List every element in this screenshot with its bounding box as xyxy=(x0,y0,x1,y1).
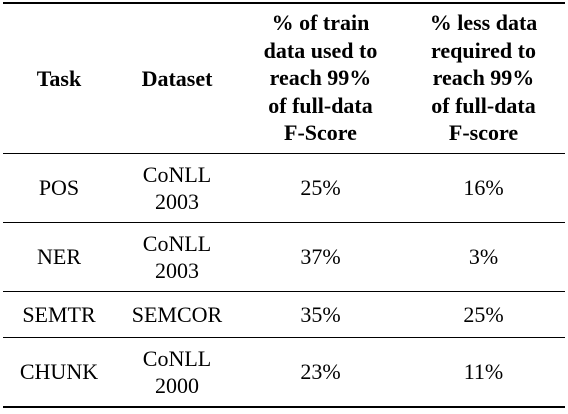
cell-dataset: SEMCOR xyxy=(115,291,239,337)
table-row: SEMTR SEMCOR 35% 25% xyxy=(3,291,565,337)
header-less-pct-line: F-score xyxy=(448,120,519,145)
header-train-pct-line: reach 99% xyxy=(269,65,372,90)
cell-less-pct: 11% xyxy=(463,359,504,384)
table-row: CHUNK CoNLL 2000 23% 11% xyxy=(3,337,565,407)
results-table-container: Task Dataset % of train data used to rea… xyxy=(3,2,565,408)
cell-dataset: CoNLL 2003 xyxy=(115,153,239,222)
header-less-pct-line: reach 99% xyxy=(432,65,535,90)
header-less-pct: % less data required to reach 99% of ful… xyxy=(402,3,565,153)
cell-train-pct: 25% xyxy=(300,175,341,200)
cell-dataset-line: CoNLL xyxy=(142,230,212,256)
cell-dataset: CoNLL 2000 xyxy=(115,337,239,407)
header-dataset: Dataset xyxy=(141,65,213,91)
cell-task: POS xyxy=(38,175,80,200)
cell-dataset-line: 2003 xyxy=(155,257,199,283)
header-row: Task Dataset % of train data used to rea… xyxy=(3,3,565,153)
cell-task: NER xyxy=(37,244,81,269)
table-row: NER CoNLL 2003 37% 3% xyxy=(3,222,565,291)
cell-dataset-line: 2003 xyxy=(155,188,199,214)
cell-less-pct: 16% xyxy=(463,175,504,200)
cell-dataset: CoNLL 2003 xyxy=(115,222,239,291)
table-row: POS CoNLL 2003 25% 16% xyxy=(3,153,565,222)
cell-train-pct: 37% xyxy=(300,244,341,269)
cell-task: SEMTR xyxy=(22,301,96,327)
cell-task: CHUNK xyxy=(19,359,99,384)
header-less-pct-line: % less data xyxy=(429,10,538,35)
cell-less-pct: 25% xyxy=(463,301,504,327)
header-train-pct-line: of full-data xyxy=(268,92,373,118)
header-train-pct-line: F-Score xyxy=(284,120,357,145)
header-train-pct-line: % of train xyxy=(271,10,370,35)
header-train-pct-line: data used to xyxy=(263,37,378,63)
results-table: Task Dataset % of train data used to rea… xyxy=(3,2,565,408)
header-less-pct-line: of full-data xyxy=(431,92,536,118)
table-header: Task Dataset % of train data used to rea… xyxy=(3,3,565,153)
cell-dataset-line: CoNLL xyxy=(142,161,212,187)
cell-train-pct: 35% xyxy=(300,301,341,327)
cell-dataset-line: SEMCOR xyxy=(131,301,223,327)
header-task: Task xyxy=(36,65,82,91)
header-less-pct-line: required to xyxy=(431,37,536,63)
header-train-pct: % of train data used to reach 99% of ful… xyxy=(239,3,402,153)
cell-train-pct: 23% xyxy=(300,359,341,384)
cell-less-pct: 3% xyxy=(468,244,499,269)
cell-dataset-line: 2000 xyxy=(155,372,199,398)
cell-dataset-line: CoNLL xyxy=(142,345,212,371)
table-body: POS CoNLL 2003 25% 16% NER CoNLL 2003 37… xyxy=(3,153,565,407)
